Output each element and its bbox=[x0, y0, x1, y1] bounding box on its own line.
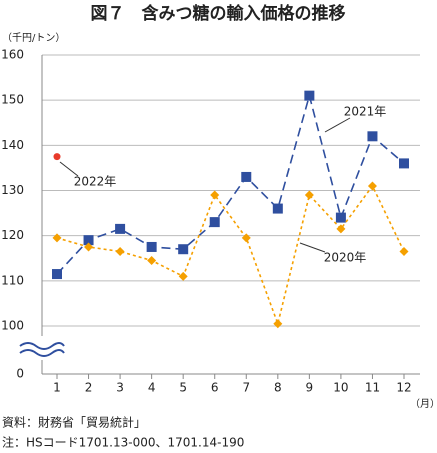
marker bbox=[304, 90, 315, 101]
marker bbox=[84, 242, 94, 252]
x-tick-label: 11 bbox=[365, 381, 380, 395]
marker bbox=[399, 158, 409, 169]
leader-line bbox=[59, 161, 79, 177]
chart-title: 図７ 含みつ糖の輸入価格の推移 bbox=[91, 3, 346, 24]
marker bbox=[146, 241, 157, 252]
y-tick-label: 160 bbox=[1, 48, 24, 62]
y-tick-label: 120 bbox=[1, 228, 24, 242]
x-tick-label: 4 bbox=[148, 381, 156, 395]
series-label: 2020年 bbox=[324, 251, 367, 265]
y-tick-label: 140 bbox=[1, 138, 24, 152]
y-tick-label: 110 bbox=[1, 273, 24, 287]
x-tick-label: 8 bbox=[274, 381, 282, 395]
series-label: 2022年 bbox=[74, 175, 117, 189]
marker bbox=[241, 171, 252, 182]
marker bbox=[210, 190, 220, 200]
x-tick-label: 6 bbox=[211, 381, 219, 395]
marker bbox=[241, 233, 251, 243]
marker bbox=[304, 190, 314, 200]
note: 資料：財務省「貿易統計」 bbox=[2, 415, 146, 430]
marker bbox=[178, 244, 189, 255]
leader-line bbox=[324, 117, 351, 133]
marker bbox=[115, 246, 125, 256]
y-tick-label: 150 bbox=[1, 93, 24, 107]
series-label: 2021年 bbox=[344, 105, 387, 119]
marker bbox=[399, 246, 409, 256]
y-tick-label: 130 bbox=[1, 183, 24, 197]
x-tick-label: 1 bbox=[53, 381, 61, 395]
marker bbox=[178, 271, 188, 281]
marker bbox=[115, 223, 126, 234]
series-line bbox=[56, 92, 405, 275]
marker bbox=[272, 203, 283, 214]
marker bbox=[147, 256, 157, 266]
x-tick-label: 12 bbox=[396, 381, 411, 395]
marker bbox=[335, 212, 346, 223]
marker bbox=[336, 224, 346, 234]
x-tick-label: 2 bbox=[85, 381, 93, 395]
leader-line bbox=[299, 242, 326, 253]
marker bbox=[52, 269, 62, 280]
marker bbox=[367, 131, 378, 142]
x-tick-label: 9 bbox=[306, 381, 314, 395]
marker bbox=[367, 181, 377, 191]
marker bbox=[52, 233, 62, 243]
note: 注：HSコード1701.13-000、1701.14-190 bbox=[2, 435, 244, 450]
y-axis-label: （千円/トン） bbox=[2, 32, 65, 44]
marker bbox=[83, 235, 94, 246]
y-tick-label: 0 bbox=[16, 367, 24, 381]
marker bbox=[209, 217, 220, 228]
x-axis-label: （月） bbox=[410, 398, 437, 410]
x-tick-label: 5 bbox=[179, 381, 187, 395]
axis-break bbox=[19, 342, 65, 357]
x-tick-label: 7 bbox=[242, 381, 250, 395]
y-tick-label: 100 bbox=[1, 319, 24, 333]
x-tick-label: 10 bbox=[333, 381, 348, 395]
x-tick-label: 3 bbox=[116, 381, 124, 395]
series-line bbox=[56, 184, 405, 327]
marker bbox=[273, 319, 283, 329]
marker bbox=[53, 153, 61, 161]
